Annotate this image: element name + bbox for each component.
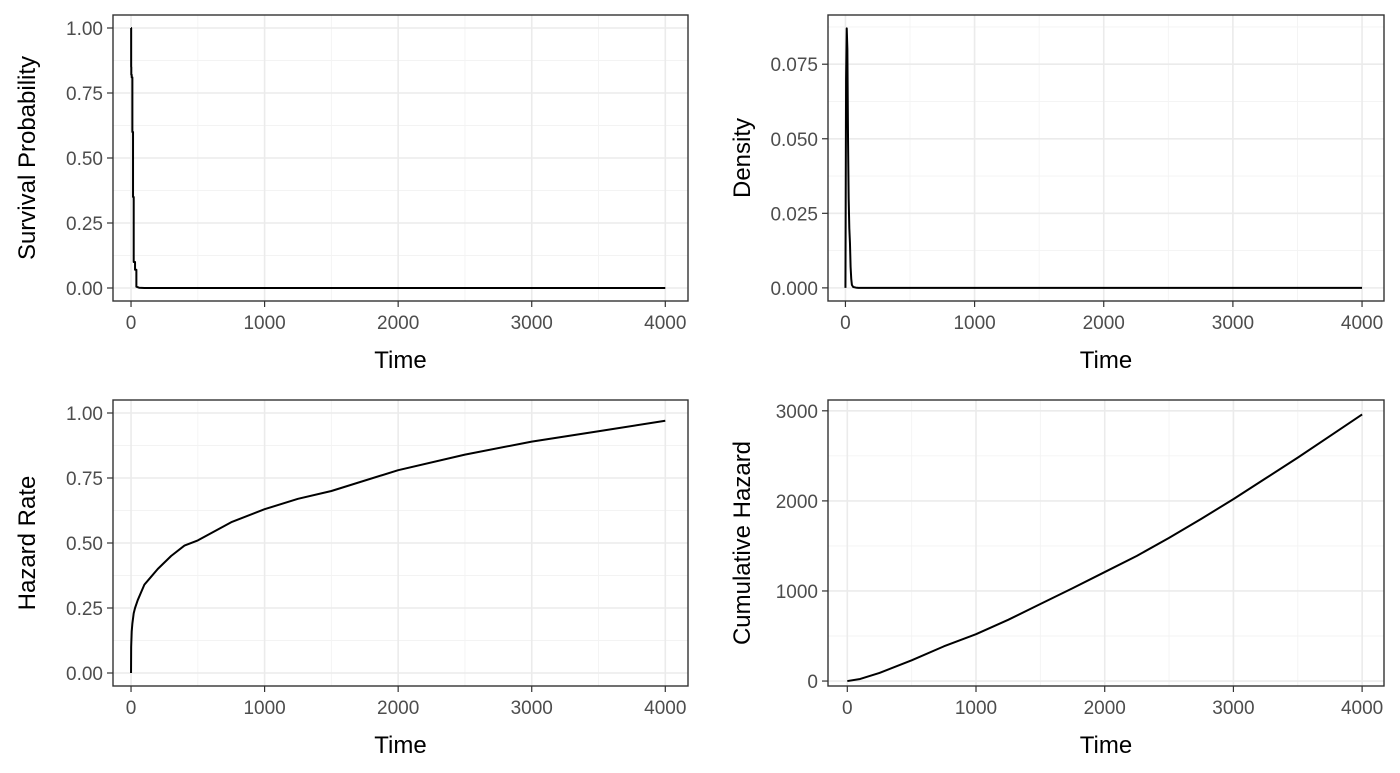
y-axis-title: Hazard Rate xyxy=(14,476,41,611)
series-line-cumulative-hazard-0 xyxy=(847,413,1363,683)
x-tick-label: 2000 xyxy=(377,698,419,719)
chart-panel-survival: 0 1000 2000 3000 4000 0.00 0.25 0.50 0.75 1.00 Tim… xyxy=(14,14,689,374)
x-tick-label: 4000 xyxy=(644,698,686,719)
x-tick-label: 1000 xyxy=(243,698,285,719)
x-axis-title: Time xyxy=(374,347,426,374)
x-tick-label: 0 xyxy=(840,313,851,334)
y-tick-label: 0.75 xyxy=(66,469,103,490)
x-axis-title: Time xyxy=(374,732,426,759)
chart-panel-hazard: 0 1000 2000 3000 4000 0.00 0.25 0.50 0.75 1.00 Tim… xyxy=(14,399,689,759)
chart-panel-cumulative-hazard: 0 1000 2000 3000 4000 0 1000 2000 3000 Time Cumula… xyxy=(729,399,1385,759)
x-axis-title: Time xyxy=(1080,732,1132,759)
series-line-survival-0 xyxy=(130,27,666,289)
x-tick-label: 0 xyxy=(126,313,137,334)
x-tick-label: 3000 xyxy=(1212,698,1254,719)
x-tick-label: 3000 xyxy=(511,698,553,719)
y-tick-label: 0.00 xyxy=(66,664,103,685)
y-tick-label: 0.025 xyxy=(770,204,818,225)
y-tick-label: 0.050 xyxy=(770,130,818,151)
x-tick-label: 0 xyxy=(842,698,853,719)
x-tick-label: 3000 xyxy=(1212,313,1254,334)
y-tick-label: 0 xyxy=(807,672,818,693)
y-tick-label: 1000 xyxy=(776,582,818,603)
y-tick-label: 0.000 xyxy=(770,279,818,300)
x-tick-label: 4000 xyxy=(644,313,686,334)
x-tick-label: 1000 xyxy=(955,698,997,719)
series-line-hazard-0 xyxy=(130,419,666,674)
y-tick-label: 0.00 xyxy=(66,279,103,300)
y-tick-label: 0.25 xyxy=(66,599,103,620)
x-axis-title: Time xyxy=(1080,347,1132,374)
y-tick-label: 0.075 xyxy=(770,55,818,76)
x-tick-label: 2000 xyxy=(1084,698,1126,719)
y-axis-title: Density xyxy=(729,118,756,198)
chart-panel-density: 0 1000 2000 3000 4000 0.000 0.025 0.050 0.075 Tim… xyxy=(729,14,1385,374)
x-tick-label: 2000 xyxy=(1083,313,1125,334)
y-tick-label: 1.00 xyxy=(66,19,103,40)
panel-border xyxy=(827,14,1385,302)
x-tick-label: 4000 xyxy=(1341,313,1383,334)
x-tick-label: 0 xyxy=(126,698,137,719)
y-tick-label: 1.00 xyxy=(66,404,103,425)
x-tick-label: 4000 xyxy=(1341,698,1383,719)
x-tick-label: 3000 xyxy=(511,313,553,334)
y-tick-label: 0.75 xyxy=(66,84,103,105)
x-tick-label: 1000 xyxy=(953,313,995,334)
y-tick-label: 2000 xyxy=(776,492,818,513)
y-axis-title: Survival Probability xyxy=(14,56,41,260)
y-tick-label: 0.50 xyxy=(66,149,103,170)
y-axis-title: Cumulative Hazard xyxy=(729,441,756,645)
series-line-density-0 xyxy=(844,27,1363,289)
y-tick-label: 0.25 xyxy=(66,214,103,235)
x-tick-label: 1000 xyxy=(243,313,285,334)
x-tick-label: 2000 xyxy=(377,313,419,334)
y-tick-label: 3000 xyxy=(776,402,818,423)
panel-border xyxy=(827,399,1385,687)
y-tick-label: 0.50 xyxy=(66,534,103,555)
